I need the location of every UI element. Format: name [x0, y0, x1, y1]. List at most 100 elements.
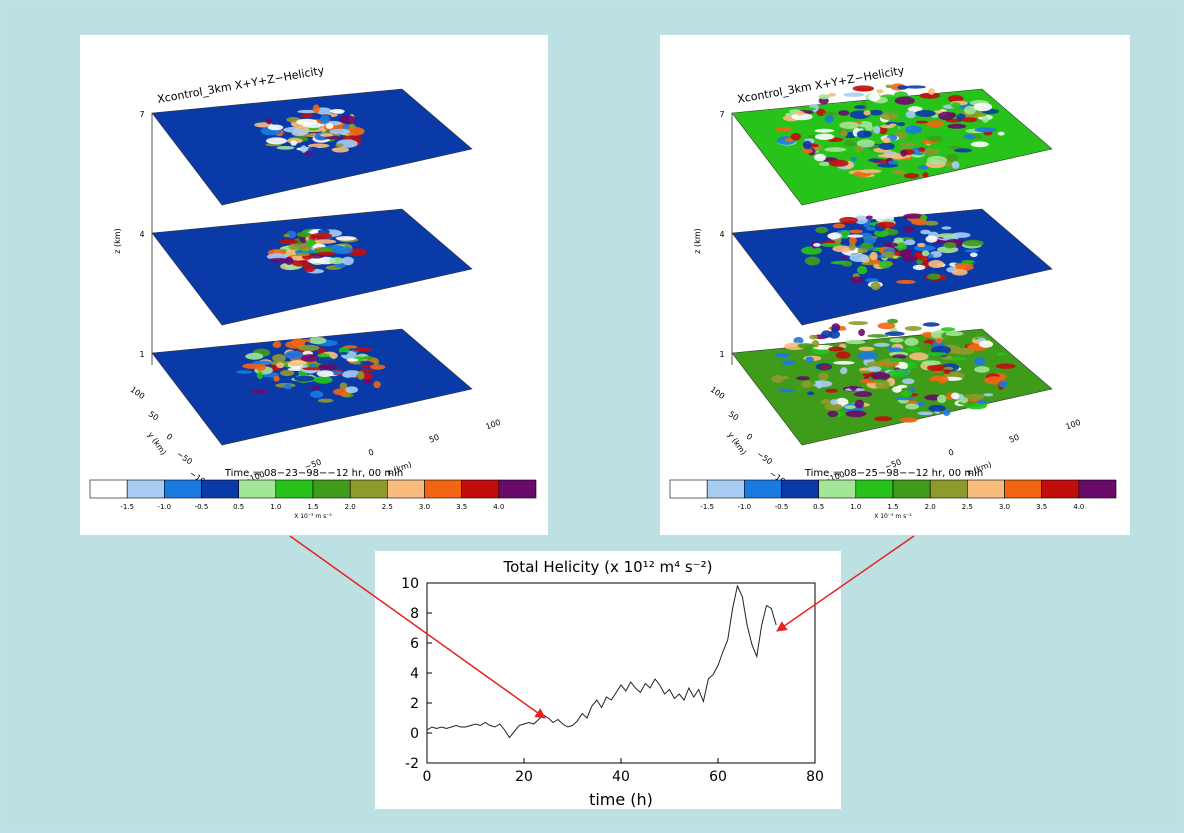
helicity-blob	[904, 85, 927, 89]
helicity-blob	[278, 239, 298, 245]
helicity-blob	[842, 261, 853, 267]
helicity-blob	[983, 393, 994, 397]
helicity-blob	[903, 213, 924, 219]
x-tick-label: 50	[1008, 433, 1021, 445]
helicity-blob	[782, 360, 794, 366]
helicity-blob	[896, 242, 907, 252]
y-tick-label: 100	[709, 385, 727, 401]
helicity-blob	[905, 403, 919, 410]
helicity-blob	[961, 260, 975, 264]
helicity-blob	[314, 239, 337, 244]
helicity-blob	[918, 147, 926, 152]
helicity-blob	[918, 165, 929, 170]
helicity-blob	[318, 398, 334, 403]
helicity-blob	[824, 147, 847, 152]
helicity-blob	[923, 380, 940, 385]
helicity-blob	[954, 148, 973, 153]
helicity-blob	[855, 248, 868, 254]
helicity-layer	[731, 208, 1053, 326]
helicity-blob	[970, 252, 978, 258]
helicity-blob	[895, 397, 915, 401]
helicity-blob	[951, 269, 968, 276]
helicity-blob	[945, 153, 958, 162]
z-tick-label: 7	[139, 110, 144, 119]
x-tick-label: 0	[423, 769, 432, 785]
helicity-blob	[796, 376, 810, 381]
colorbar-tick-label: 1.0	[270, 503, 281, 511]
helicity-blob	[296, 231, 311, 238]
colorbar-swatch	[1078, 479, 1117, 499]
helicity-blob	[845, 339, 866, 345]
helicity-blob	[844, 405, 856, 409]
helicity-blob	[845, 410, 867, 418]
helicity-blob	[849, 253, 869, 262]
helicity-blob	[920, 229, 931, 235]
x-tick-label: 20	[515, 769, 533, 785]
y-tick-label: 10	[401, 576, 419, 592]
helicity-blob	[909, 352, 929, 361]
helicity-blob	[970, 141, 989, 148]
helicity-blob	[878, 260, 891, 269]
helicity-blob	[297, 344, 320, 352]
y-tick-label: 8	[410, 606, 419, 622]
helicity-blob	[329, 128, 350, 135]
helicity-blob	[877, 221, 896, 228]
helicity-blob	[921, 331, 935, 338]
colorbar-tick-label: -0.5	[195, 503, 209, 511]
y-tick-label: 0	[410, 726, 419, 742]
helicity-blob	[878, 142, 895, 150]
helicity-blob	[922, 322, 940, 327]
helicity-blob	[828, 159, 849, 167]
helicity-blob	[315, 356, 335, 365]
helicity-blob	[937, 233, 957, 238]
helicity-blob	[896, 279, 916, 284]
y-tick-label: 2	[410, 696, 419, 712]
helicity-blob	[875, 380, 890, 390]
helicity-blob	[859, 169, 882, 174]
helicity-blob	[852, 85, 874, 92]
x-tick-label: 40	[612, 769, 630, 785]
colorbar-tick-label: 2.5	[382, 503, 393, 511]
helicity-blob	[360, 360, 372, 365]
time-label: Time = 08−25−98−−12 hr, 00 min	[804, 468, 983, 479]
helicity-blob	[266, 137, 287, 145]
helicity-blob	[853, 105, 866, 109]
helicity-blob	[827, 232, 841, 240]
time-label: Time = 08−23−98−−12 hr, 00 min	[224, 468, 403, 479]
helicity-blob	[936, 394, 947, 403]
helicity-blob	[814, 133, 835, 140]
helicity-blob	[790, 133, 801, 141]
helicity-blob	[858, 370, 873, 374]
helicity-blob	[869, 109, 883, 116]
colorbar-tick-label: 4.0	[1073, 503, 1084, 511]
helicity-blob	[345, 126, 365, 136]
y-tick-label: 50	[147, 409, 161, 422]
helicity-blob	[884, 269, 896, 277]
helicity-blob	[291, 259, 311, 267]
y-axis-label: y (km)	[726, 430, 748, 456]
helicity-blob	[339, 351, 348, 355]
colorbar-tick-label: -0.5	[775, 503, 789, 511]
helicity-blob	[802, 148, 813, 154]
helicity-blob	[325, 135, 343, 140]
helicity-blob	[884, 331, 905, 337]
helicity-blob	[832, 223, 846, 229]
helicity-blob	[824, 115, 835, 123]
helicity-blob	[795, 110, 805, 116]
helicity-blob	[904, 239, 916, 246]
z-tick-label: 1	[139, 350, 144, 359]
helicity-blob	[849, 229, 863, 234]
helicity-blob	[869, 259, 882, 265]
helicity-blob	[920, 214, 928, 221]
colorbar-unit-label: X 10⁻³ m s⁻²	[874, 513, 912, 520]
helicity-blob	[857, 351, 879, 360]
helicity-blob	[893, 237, 904, 243]
colorbar-tick-label: 2.5	[962, 503, 973, 511]
helicity-blob	[974, 127, 997, 133]
helicity-blob	[835, 351, 851, 359]
helicity-blob	[897, 384, 908, 389]
colorbar-tick-label: 1.0	[850, 503, 861, 511]
helicity-blob	[935, 337, 943, 344]
helicity-blob	[919, 92, 941, 99]
